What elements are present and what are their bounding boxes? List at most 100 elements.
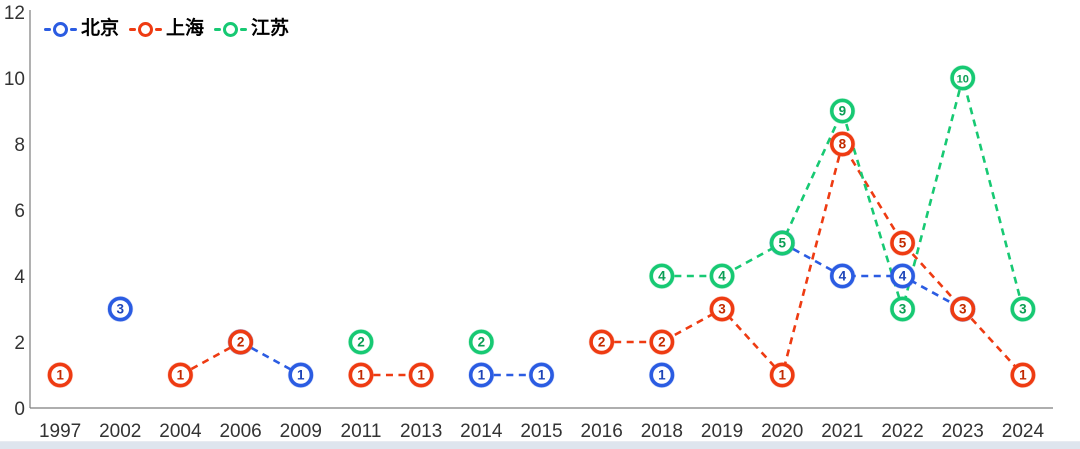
data-point-beijing-2015: 1 [528, 362, 555, 388]
data-point-shanghai-2023: 3 [949, 296, 976, 322]
marker-circle-icon [769, 362, 795, 388]
marker-value-label: 1 [778, 368, 786, 383]
marker-value-label: 9 [839, 104, 847, 119]
x-axis-tick-label: 2004 [159, 421, 202, 442]
marker-value-label: 1 [658, 368, 666, 383]
marker-value-label: 2 [478, 335, 486, 350]
x-axis-tick-label: 2011 [341, 421, 382, 442]
legend: 北京 上海 江苏 [44, 16, 289, 42]
marker-value-label: 1 [538, 368, 546, 383]
marker-circle-icon [168, 362, 193, 388]
series-line-beijing [781, 241, 964, 311]
marker-value-label: 3 [1019, 302, 1027, 317]
marker-circle-icon [950, 296, 976, 322]
x-axis-tick-label: 2023 [942, 421, 984, 442]
marker-value-label: 1 [56, 368, 64, 383]
legend-item-jiangsu[interactable]: 江苏 [214, 16, 289, 42]
marker-circle-icon [348, 329, 374, 355]
x-axis-tick-label: 2014 [460, 421, 503, 442]
marker-value-label: 3 [117, 302, 125, 317]
x-axis-tick-label: 2020 [761, 421, 803, 442]
y-axis-tick-label: 8 [14, 135, 25, 156]
marker-circle-icon [890, 230, 915, 256]
marker-value-label: 4 [899, 269, 907, 284]
marker-circle-icon [709, 296, 735, 322]
bottom-strip [0, 441, 1080, 449]
marker-circle-icon [829, 98, 855, 124]
x-axis-tick-label: 2018 [641, 421, 683, 442]
data-point-shanghai-2013: 1 [408, 362, 435, 388]
marker-circle-icon [649, 362, 675, 388]
marker-circle-icon [468, 329, 494, 355]
data-point-beijing-2018: 1 [648, 362, 675, 388]
data-point-shanghai-2024: 1 [1009, 362, 1036, 388]
x-axis-tick-label: 2016 [581, 421, 623, 442]
data-point-shanghai-2004: 1 [167, 362, 194, 388]
marker-circle-icon [769, 230, 795, 256]
marker-value-label: 4 [658, 269, 666, 284]
data-point-beijing-2009: 1 [287, 362, 314, 388]
legend-label: 江苏 [251, 18, 290, 39]
marker-circle-icon [950, 65, 976, 91]
data-point-shanghai-2020: 1 [769, 362, 796, 388]
legend-dash-icon [44, 27, 51, 31]
marker-circle-icon [1010, 362, 1036, 388]
y-axis-tick-label: 6 [14, 201, 25, 222]
legend-item-beijing[interactable]: 北京 [44, 16, 119, 42]
data-point-jiangsu-2024: 3 [1009, 296, 1036, 322]
marker-value-label: 1 [1019, 368, 1027, 383]
data-point-jiangsu-2014: 2 [468, 329, 495, 355]
x-axis-tick-label: 2006 [219, 421, 261, 442]
marker-circle-icon [107, 296, 133, 322]
data-point-beijing-2014: 1 [468, 362, 495, 388]
data-point-shanghai-2022: 5 [889, 230, 916, 256]
data-point-jiangsu-2018: 4 [648, 263, 675, 289]
data-point-beijing-2002: 3 [107, 296, 134, 322]
marker-circle-icon [408, 362, 434, 388]
x-axis-tick-label: 2015 [520, 421, 562, 442]
marker-value-label: 8 [839, 137, 847, 152]
marker-value-label: 1 [478, 368, 486, 383]
legend-dash-icon [70, 27, 77, 31]
marker-value-label: 1 [417, 368, 425, 383]
data-point-shanghai-2019: 3 [709, 296, 736, 322]
legend-dash-icon [129, 27, 137, 31]
data-point-jiangsu-2019: 4 [709, 263, 736, 289]
marker-value-label: 1 [357, 368, 365, 383]
marker-value-label: 3 [959, 302, 967, 317]
marker-circle-icon [829, 131, 855, 157]
legend-marker-icon [214, 21, 248, 37]
data-point-shanghai-2006: 2 [227, 329, 254, 355]
marker-value-label: 4 [718, 269, 726, 284]
marker-circle-icon [288, 362, 314, 388]
data-point-shanghai-2018: 2 [648, 329, 675, 355]
marker-circle-icon [589, 329, 615, 355]
legend-dash-icon [155, 27, 163, 31]
marker-value-label: 5 [778, 236, 786, 251]
legend-dash-icon [240, 27, 248, 31]
x-axis-tick-label: 2021 [821, 421, 863, 442]
y-axis-tick-label: 2 [14, 333, 25, 354]
marker-value-label: 3 [899, 302, 907, 317]
x-axis-tick-label: 2002 [99, 421, 141, 442]
legend-item-shanghai[interactable]: 上海 [129, 16, 204, 42]
x-axis-tick-label: 2013 [400, 421, 442, 442]
y-axis-tick-label: 4 [14, 267, 25, 288]
marker-circle-icon [47, 362, 73, 388]
legend-marker-icon [44, 21, 77, 37]
x-axis-tick-label: 2009 [280, 421, 322, 442]
marker-circle-icon [709, 263, 735, 289]
legend-circle-icon [223, 21, 239, 37]
y-axis-tick-label: 0 [14, 399, 25, 420]
data-point-beijing-2021: 4 [829, 263, 856, 289]
marker-value-label: 5 [899, 236, 907, 251]
marker-circle-icon [649, 263, 675, 289]
marker-circle-icon [890, 296, 915, 322]
marker-value-label: 2 [658, 335, 666, 350]
marker-circle-icon [468, 362, 494, 388]
marker-value-label: 1 [177, 368, 185, 383]
data-point-shanghai-2011: 1 [347, 362, 374, 388]
legend-label: 北京 [81, 18, 120, 39]
marker-value-label: 2 [357, 335, 365, 350]
